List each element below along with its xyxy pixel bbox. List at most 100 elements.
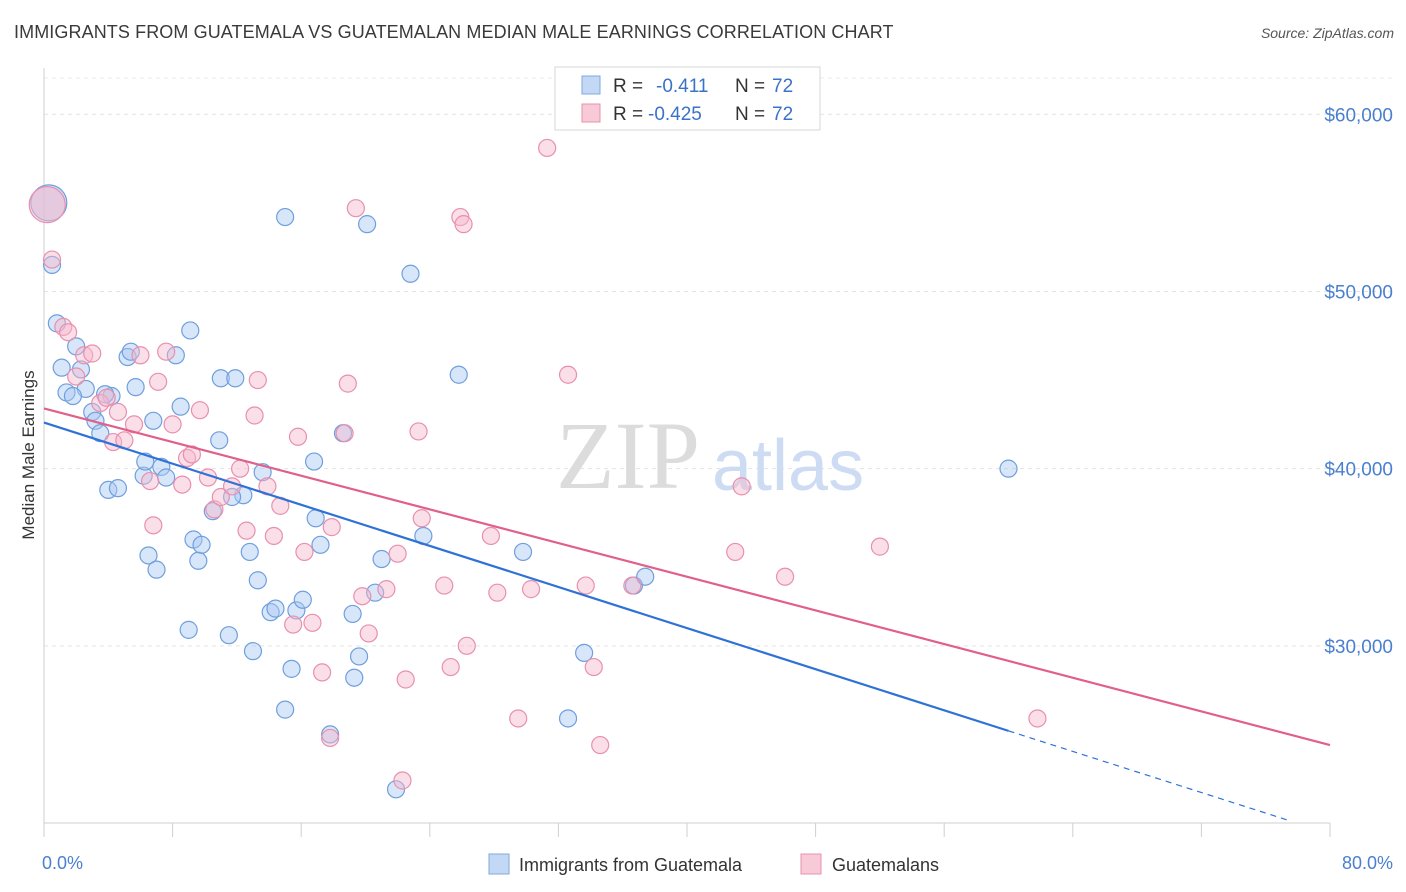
bottom-legend-label-2: Guatemalans <box>832 855 939 875</box>
legend-n-label-2: N = <box>735 104 765 125</box>
legend-n-value-2: 72 <box>772 104 793 125</box>
immigrants-point-61 <box>999 459 1018 478</box>
immigrants-point-33 <box>240 542 259 562</box>
guatemalans-point-59 <box>521 580 541 599</box>
guatemalans-point-57 <box>488 583 507 602</box>
guatemalans-point-3 <box>59 323 78 342</box>
guatemalans-point-4 <box>67 367 86 386</box>
x-tick-label-0: 0.0% <box>42 853 83 873</box>
immigrants-point-44 <box>311 535 330 554</box>
immigrants-point-29 <box>210 431 229 450</box>
bottom-legend: Immigrants from Guatemala Guatemalans <box>488 853 939 875</box>
legend-swatch-pink <box>581 103 601 123</box>
legend-box: R = -0.411 N = 72 R = -0.425 N = 72 <box>554 66 821 131</box>
guatemalans-point-37 <box>312 663 332 682</box>
series-guatemalans-points <box>28 138 1047 790</box>
guatemalans-point-67 <box>732 477 751 496</box>
guatemalans-point-63 <box>584 657 603 677</box>
guatemalans-point-70 <box>1028 709 1047 728</box>
watermark-zip: ZIP <box>556 402 700 509</box>
guatemalans-point-24 <box>211 487 230 507</box>
guatemalans-point-14 <box>140 471 160 491</box>
guatemalans-point-51 <box>435 576 454 595</box>
immigrants-point-63 <box>358 215 377 234</box>
guatemalans-point-56 <box>481 526 500 546</box>
guatemalans-point-43 <box>353 587 372 606</box>
guatemalans-point-8 <box>97 388 116 407</box>
guatemalans-point-61 <box>558 365 578 384</box>
grid-lines <box>44 77 1394 647</box>
guatemalans-point-64 <box>591 735 610 755</box>
immigrants-point-1 <box>42 255 62 274</box>
guatemalans-point-45 <box>377 580 396 599</box>
y-tick-label-3: $60,000 <box>1324 105 1393 126</box>
trend-lines <box>43 407 1331 822</box>
guatemalans-point-48 <box>396 670 415 689</box>
legend-swatch-blue <box>581 75 601 95</box>
trend-line-guatemalans <box>43 407 1331 747</box>
immigrants-point-58 <box>575 643 594 663</box>
immigrants-point-40 <box>287 601 306 620</box>
immigrants-point-55 <box>449 365 468 384</box>
immigrants-point-27 <box>192 535 211 554</box>
immigrants-point-38 <box>276 700 295 719</box>
guatemalans-point-41 <box>338 374 357 393</box>
guatemalans-point-17 <box>157 342 176 361</box>
immigrants-point-70 <box>63 386 83 406</box>
bottom-legend-swatch-pink <box>800 853 822 875</box>
immigrants-point-67 <box>219 626 238 645</box>
trend-line-immigrants <box>43 421 1009 732</box>
immigrants-point-37 <box>266 599 285 618</box>
guatemalans-point-68 <box>775 567 795 586</box>
legend-r-label-1: R = <box>613 76 643 97</box>
y-tick-label-1: $40,000 <box>1324 460 1393 481</box>
guatemalans-point-39 <box>322 518 341 537</box>
immigrants-point-39 <box>282 659 301 678</box>
guatemalans-point-40 <box>335 424 354 443</box>
immigrants-point-31 <box>226 369 245 388</box>
guatemalans-point-29 <box>248 370 267 390</box>
immigrants-point-41 <box>293 590 312 609</box>
guatemalans-point-44 <box>359 624 378 643</box>
immigrants-point-20 <box>152 457 171 476</box>
immigrants-point-24 <box>181 321 200 340</box>
guatemalans-point-15 <box>144 516 163 535</box>
guatemalans-point-28 <box>245 406 264 425</box>
guatemalans-point-1 <box>42 250 62 269</box>
chart-title: IMMIGRANTS FROM GUATEMALA VS GUATEMALAN … <box>14 22 894 42</box>
guatemalans-point-71 <box>182 445 201 464</box>
immigrants-point-62 <box>276 207 295 227</box>
bottom-legend-label-1: Immigrants from Guatemala <box>519 855 743 875</box>
immigrants-point-22 <box>166 346 185 365</box>
guatemalans-point-36 <box>303 613 322 632</box>
guatemalans-point-50 <box>412 509 431 528</box>
guatemalans-point-6 <box>83 344 102 363</box>
legend-n-label-1: N = <box>735 76 765 97</box>
guatemalans-point-54 <box>454 215 473 234</box>
legend-n-value-1: 72 <box>772 76 793 97</box>
immigrants-point-57 <box>558 709 578 728</box>
immigrants-point-30 <box>211 369 230 388</box>
guatemalans-point-35 <box>295 542 314 562</box>
immigrants-point-64 <box>139 546 158 565</box>
guatemalans-point-0 <box>28 186 66 224</box>
immigrants-point-48 <box>345 668 364 687</box>
guatemalans-point-55 <box>457 636 476 655</box>
immigrants-point-49 <box>349 647 369 666</box>
bottom-legend-swatch-blue <box>488 853 510 875</box>
immigrants-point-68 <box>243 642 263 661</box>
y-tick-label-2: $50,000 <box>1324 282 1393 303</box>
guatemalans-point-27 <box>237 521 256 540</box>
immigrants-point-43 <box>304 452 324 471</box>
x-tick-label-1: 80.0% <box>1342 853 1393 873</box>
immigrants-point-19 <box>144 411 163 430</box>
guatemalans-point-2 <box>54 317 73 337</box>
immigrants-point-60 <box>636 567 655 586</box>
immigrants-point-34 <box>248 571 267 590</box>
guatemalans-point-58 <box>509 709 528 728</box>
guatemalans-point-62 <box>576 576 595 595</box>
guatemalans-point-10 <box>108 402 128 422</box>
immigrants-point-26 <box>189 551 208 570</box>
guatemalans-point-65 <box>623 576 642 595</box>
guatemalans-point-42 <box>346 199 365 218</box>
